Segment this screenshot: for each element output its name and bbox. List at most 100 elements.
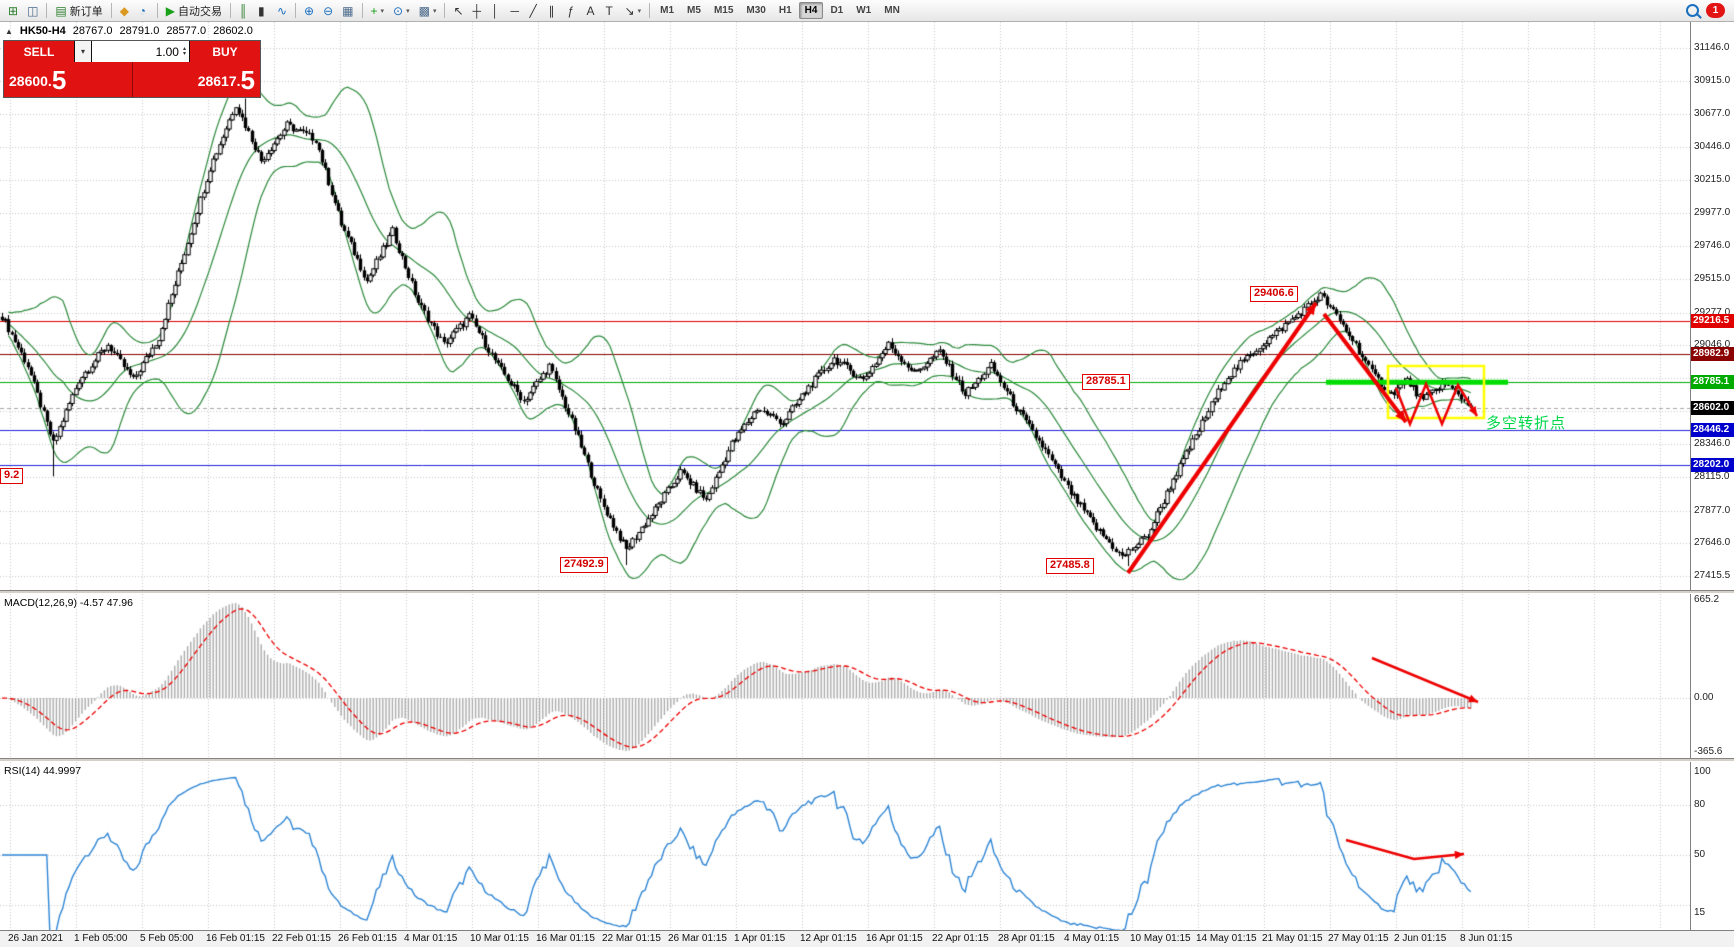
chart-price-label[interactable]: 29406.6 [1250,286,1298,302]
new-order-button[interactable]: ▤ 新订单 [51,2,106,20]
quote-high-value: 28791.0 [119,25,160,37]
timeframe-w1-button[interactable]: W1 [850,2,877,19]
price-axis-tick: 28115.0 [1694,471,1730,482]
vertical-line-icon[interactable]: │ [488,2,506,20]
periods-icon: ⊙ [393,3,404,18]
tile-windows-icon: ▦ [342,3,354,18]
dropdown-caret-icon: ▾ [406,7,410,15]
toolbar-separator [229,3,231,18]
bar-chart-icon[interactable]: ║ [235,2,253,20]
chart-price-label[interactable]: 27492.9 [560,557,608,573]
horizontal-line-icon[interactable]: ─ [507,2,525,20]
timeframe-mn-button[interactable]: MN [878,2,906,19]
sell-price[interactable]: 28600. 5 [4,62,132,97]
sell-price-big-digit: 5 [51,65,67,95]
timeframe-h1-button[interactable]: H1 [773,2,798,19]
dropdown-caret-icon: ▾ [637,7,642,15]
mql5-market-icon: ◆ [119,3,129,18]
macd-axis-tick: -365.6 [1694,746,1723,757]
axis-price-label: 28602.0 [1691,401,1734,416]
new-order-button-icon: ▤ [55,3,67,18]
timeframe-m5-button[interactable]: M5 [681,2,707,19]
tile-windows-icon[interactable]: ▦ [338,2,357,20]
pane-divider-macd[interactable] [0,590,1734,594]
arrows-icon[interactable]: ↘ ▾ [621,2,646,20]
bar-chart-icon: ║ [238,3,248,18]
candlestick-chart-icon: ▮ [257,3,265,18]
chart-price-label[interactable]: 27485.8 [1046,558,1094,574]
rsi-panel-canvas[interactable] [0,762,1690,930]
timeframe-m1-button[interactable]: M1 [654,2,680,19]
cursor-icon[interactable]: ↖ [449,2,467,20]
timeframe-h4-button[interactable]: H4 [798,2,824,19]
time-axis-label: 27 May 01:15 [1328,933,1389,944]
one-click-collapse-button[interactable]: ▲ [5,26,13,36]
label-icon: T [605,3,613,18]
trade-panel-controls: SELL ▾ 1.00 ▴ ▾ BUY [4,41,260,62]
buy-price-main: 28617. [197,73,241,89]
toolbar-separator [295,3,297,18]
rsi-axis-tick: 15 [1694,906,1706,918]
time-axis-label: 16 Feb 01:15 [206,933,265,944]
profiles-icon[interactable]: ◫ [23,2,42,20]
fibonacci-icon[interactable]: ƒ [564,2,582,20]
alerts-icon[interactable]: ◔ [135,2,153,20]
fibonacci-icon: ƒ [567,3,575,18]
notification-badge[interactable]: 1 [1706,3,1725,18]
buy-price[interactable]: 28617. 5 [132,62,260,97]
main-chart-canvas[interactable] [0,22,1690,590]
time-axis-label: 1 Feb 05:00 [74,933,128,944]
indicators-icon[interactable]: + ▾ [367,2,389,20]
macd-panel-canvas[interactable] [0,594,1690,758]
time-axis-label: 14 May 01:15 [1196,933,1257,944]
mql5-market-icon[interactable]: ◆ [116,2,134,20]
price-axis-tick: 29277.0 [1694,306,1731,318]
pane-divider-rsi[interactable] [0,758,1734,762]
zoom-out-icon[interactable]: ⊖ [319,2,337,20]
rsi-indicator-label: RSI(14) 44.9997 [4,765,82,777]
time-axis[interactable]: 26 Jan 2021 1 Feb 05:00 5 Feb 05:00 16 Feb … [0,930,1734,947]
new-chart-icon: ⊞ [8,3,19,18]
timeframe-m15-button[interactable]: M15 [708,2,739,19]
templates-icon[interactable]: ▩ ▾ [415,2,441,20]
price-axis-tick: 28346.0 [1694,438,1731,450]
crosshair-icon[interactable]: ┼ [469,2,487,20]
timeframe-d1-button[interactable]: D1 [824,2,849,19]
price-axis[interactable]: 31146.0 30915.0 30677.0 30446.0 30215.0 29977… [1690,22,1734,947]
time-axis-label: 22 Apr 01:15 [932,933,989,944]
periods-icon[interactable]: ⊙ ▾ [389,2,414,20]
autotrade-button[interactable]: ▶ 自动交易 [162,2,226,20]
zoom-in-icon[interactable]: ⊕ [300,2,318,20]
spin-down-icon[interactable]: ▾ [182,50,186,57]
turning-point-note[interactable]: 多空转折点 [1486,415,1567,432]
time-axis-label: 4 May 01:15 [1064,933,1120,944]
new-chart-icon[interactable]: ⊞ [4,2,22,20]
timeframe-m30-button[interactable]: M30 [740,2,771,19]
search-icon[interactable] [1686,4,1699,17]
channel-icon[interactable]: ∥ [545,2,563,20]
price-axis-tick: 31146.0 [1694,42,1730,53]
spin-up-icon[interactable]: ▴ [182,45,186,52]
candlestick-chart-icon[interactable]: ▮ [254,2,272,20]
trendline-icon[interactable]: ╱ [526,2,544,20]
time-axis-label: 10 Mar 01:15 [470,933,529,944]
autotrade-button-icon: ▶ [165,3,175,18]
trade-panel-prices: 28600. 5 28617. 5 [4,62,260,97]
volume-value: 1.00 [155,44,179,59]
volume-field[interactable]: 1.00 ▴ ▾ [92,41,189,62]
chart-price-label[interactable]: 28785.1 [1082,374,1130,390]
volume-dropdown-button[interactable]: ▾ [75,41,92,62]
time-axis-label: 26 Mar 01:15 [668,933,727,944]
price-axis-tick: 29046.0 [1694,339,1731,351]
chart-price-label[interactable]: 9.2 [0,468,24,484]
templates-icon: ▩ [418,3,430,18]
trendline-icon: ╱ [529,3,537,18]
rsi-axis-tick: 50 [1694,848,1706,860]
sell-button[interactable]: SELL [4,41,74,62]
axis-price-label: 28982.9 [1691,347,1734,362]
volume-spinner[interactable]: ▴ ▾ [182,45,186,57]
buy-button[interactable]: BUY [190,41,260,62]
label-icon[interactable]: T [602,2,620,20]
line-chart-icon[interactable]: ∿ [273,2,291,20]
text-icon[interactable]: A [583,2,601,20]
